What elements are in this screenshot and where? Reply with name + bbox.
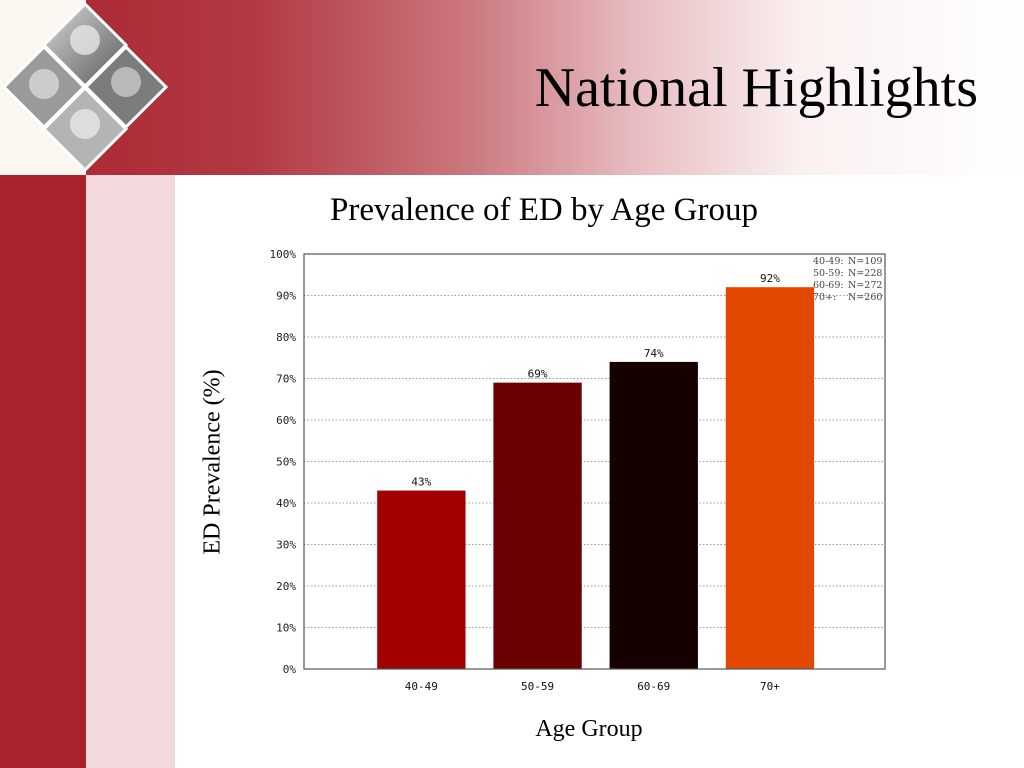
bars [377,287,815,669]
bar-value-label: 69% [528,368,548,381]
legend-n: N=109 [848,256,882,267]
y-tick-label: 40% [276,497,296,510]
y-tick-label: 70% [276,373,296,386]
bar-value-label: 74% [644,347,664,360]
bar-value-labels: 43% 69% 74% 92% [411,272,780,488]
x-tick-label: 70+ [760,680,780,693]
bar-chart: 0% 10% 20% 30% 40% 50% 60% 70% 80% 90% 100% 43% 69%… [270,248,886,693]
face-right [111,67,141,97]
x-tick-label: 50-59 [521,680,554,693]
face-left [29,69,59,99]
y-tick-label: 90% [276,290,296,303]
legend-group: 50-59: [813,268,844,279]
slide-title: National Highlights [534,57,978,119]
bar-60-69 [609,361,698,669]
legend: 40-49: N=109 50-59: N=228 60-69: N=272 70+: N=2… [813,256,882,303]
legend-n: N=272 [848,280,882,291]
legend-group: 60-69: [813,280,844,291]
bar-70+ [725,287,815,669]
plot-frame [303,253,886,670]
legend-group: 70+: [813,292,836,303]
y-axis-label: ED Prevalence (%) [199,369,226,555]
legend-group: 40-49: [813,256,844,267]
y-tick-label: 60% [276,414,296,427]
y-tick-label: 50% [276,456,296,469]
bar-40-49 [377,490,466,669]
x-tick-label: 60-69 [637,680,670,693]
y-tick-labels: 0% 10% 20% 30% 40% 50% 60% 70% 80% 90% 100% [270,248,297,676]
y-tick-label: 100% [270,248,297,261]
face-top [70,25,100,55]
x-tick-label: 40-49 [405,680,438,693]
header-band [0,0,1024,175]
y-tick-label: 10% [276,622,296,635]
x-axis-label: Age Group [535,716,643,742]
left-stripe-light [86,175,175,768]
portrait-collage-image [1,1,169,173]
y-tick-label: 80% [276,331,296,344]
bar-value-label: 92% [760,272,780,285]
y-tick-label: 20% [276,580,296,593]
left-stripe-dark [0,175,86,768]
y-tick-label: 30% [276,539,296,552]
bar-value-label: 43% [411,476,431,489]
chart-title: Prevalence of ED by Age Group [330,192,758,228]
y-tick-label: 0% [283,663,297,676]
face-bottom [70,109,100,139]
x-tick-labels: 40-49 50-59 60-69 70+ [405,680,780,693]
legend-n: N=228 [848,268,882,279]
legend-n: N=260 [848,292,882,303]
bar-50-59 [493,382,582,669]
